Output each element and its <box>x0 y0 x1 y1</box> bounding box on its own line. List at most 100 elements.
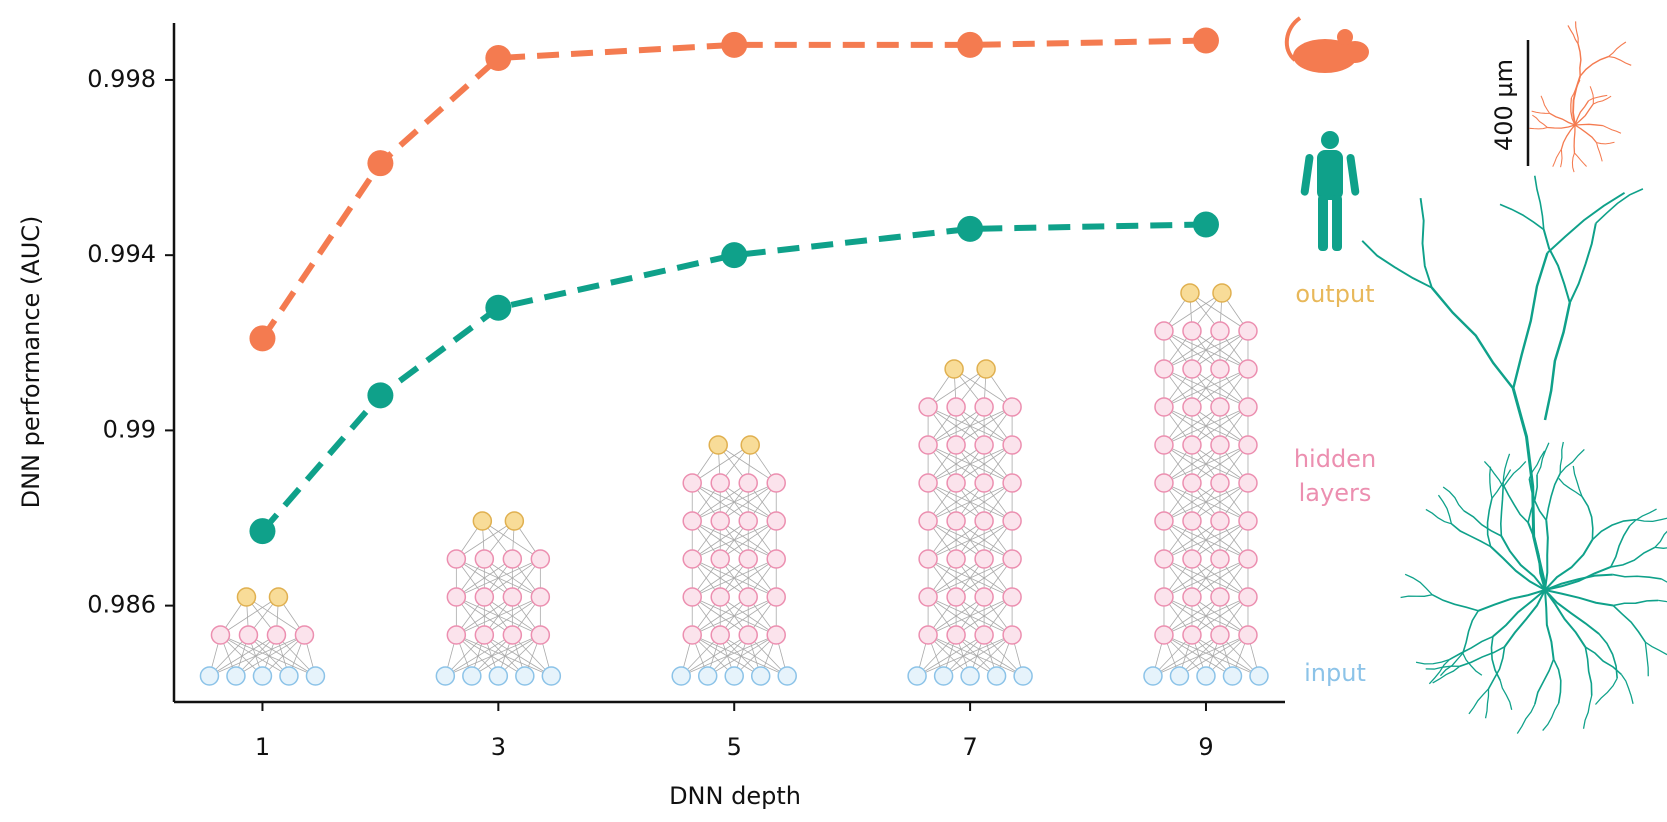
dendrite <box>1486 498 1493 547</box>
network-node <box>199 666 220 686</box>
network-node <box>766 473 786 493</box>
network-node <box>1013 666 1033 686</box>
network-edge <box>692 558 777 598</box>
x-tick-label: 1 <box>255 733 270 761</box>
dendrite <box>1502 484 1529 524</box>
network-node <box>1210 473 1230 493</box>
network-edge <box>1163 558 1249 598</box>
network-edge <box>733 634 777 677</box>
network-edge <box>969 634 1013 677</box>
dendrite <box>1430 286 1515 390</box>
network-node <box>1169 666 1190 686</box>
data-point <box>249 518 276 545</box>
network-node <box>435 666 456 686</box>
network-edge <box>719 558 777 598</box>
network-node <box>474 587 495 607</box>
dendrite <box>1584 646 1593 696</box>
network-node <box>738 549 758 569</box>
network-edge <box>1163 368 1249 408</box>
network-node <box>750 666 771 686</box>
network-node <box>268 587 289 607</box>
network-edge <box>717 444 777 484</box>
dendrite <box>1512 252 1549 389</box>
network-edge <box>1205 634 1249 677</box>
dendrite <box>1544 539 1594 591</box>
dendrite <box>1462 652 1483 676</box>
network-edge <box>1163 596 1249 636</box>
dendrite <box>1572 75 1582 126</box>
dendrite <box>1415 658 1450 665</box>
network-edge <box>456 634 499 677</box>
dendrite <box>1610 546 1656 568</box>
network-edge <box>927 406 985 446</box>
network-edge <box>498 634 541 677</box>
dendrite <box>1596 141 1615 145</box>
network-node <box>918 473 938 493</box>
dendrite <box>1552 148 1562 167</box>
dendrite <box>1577 43 1582 77</box>
dendrite <box>1533 175 1545 230</box>
network-edge <box>220 634 263 677</box>
dendrite <box>1570 79 1581 99</box>
network-edge <box>955 520 1013 560</box>
dendrite <box>1573 124 1576 153</box>
dendrite <box>1404 573 1433 596</box>
dendrite <box>1582 695 1593 729</box>
network-node <box>502 549 523 569</box>
dendrite <box>1574 124 1598 144</box>
data-point <box>367 150 394 177</box>
network-node <box>918 511 938 531</box>
dendrite <box>1612 573 1662 580</box>
network-node <box>1182 587 1202 607</box>
network-edge <box>707 634 777 677</box>
network-node <box>907 666 927 686</box>
dendrite <box>1574 123 1603 127</box>
dendrite <box>1542 229 1571 304</box>
network-node <box>708 435 728 455</box>
network-edge <box>235 634 305 677</box>
data-point <box>1192 211 1219 238</box>
network-node <box>740 435 760 455</box>
network-node <box>1238 549 1258 569</box>
network-edge <box>955 634 1024 677</box>
network-node <box>1154 549 1174 569</box>
network-node <box>1002 473 1022 493</box>
network-node <box>933 666 954 686</box>
network-node <box>766 625 786 645</box>
network-node <box>946 511 966 531</box>
dendrite <box>1560 124 1576 150</box>
network-edge <box>456 520 515 560</box>
network-edge <box>1163 330 1249 370</box>
input-label: input <box>1304 659 1366 687</box>
network-node <box>1238 511 1258 531</box>
dendrite <box>1490 636 1501 681</box>
dendrite <box>1589 86 1594 105</box>
network-edge <box>1152 634 1221 677</box>
network-edge <box>1163 520 1249 560</box>
dendrite <box>1437 494 1453 524</box>
scale-bar-label: 400 µm <box>1490 59 1518 151</box>
network-edge <box>692 634 788 677</box>
network-edge <box>927 368 987 408</box>
dendrite <box>1449 635 1494 661</box>
dendrite <box>1499 203 1545 231</box>
network-node <box>738 511 758 531</box>
dendrite <box>1544 573 1613 591</box>
network-edge <box>955 558 1013 598</box>
y-tick-label: 0.99 <box>103 415 156 443</box>
network-node <box>279 666 299 686</box>
network-edge <box>927 406 1013 446</box>
dendrite <box>1608 41 1627 58</box>
y-tick-label: 0.994 <box>87 240 156 268</box>
data-point <box>249 325 276 352</box>
network-edge <box>1163 482 1249 522</box>
network-edge <box>1163 520 1221 560</box>
network-node <box>960 666 980 686</box>
dendrite <box>1598 633 1618 679</box>
network-node <box>1154 435 1174 455</box>
network-node <box>682 549 702 569</box>
network-node <box>1180 283 1200 303</box>
network-edge <box>456 596 513 636</box>
dendrite <box>1483 461 1504 488</box>
dendrite <box>1419 198 1433 288</box>
